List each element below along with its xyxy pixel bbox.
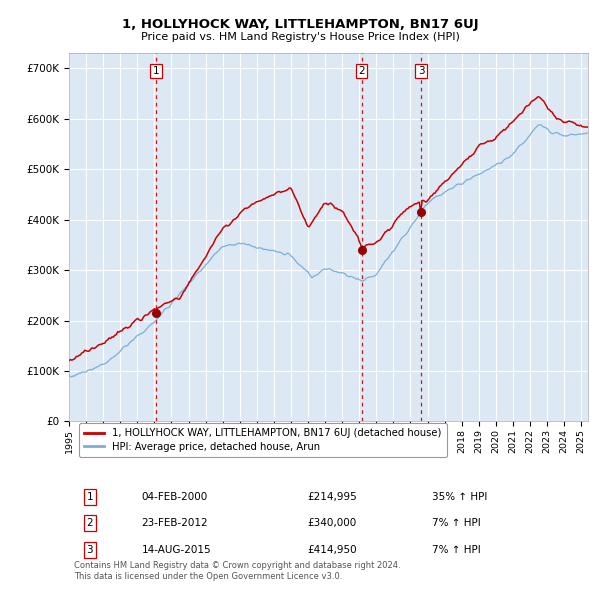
Text: £214,995: £214,995 [308,491,358,502]
Text: 2: 2 [86,519,93,528]
Text: 7% ↑ HPI: 7% ↑ HPI [432,519,481,528]
Legend: 1, HOLLYHOCK WAY, LITTLEHAMPTON, BN17 6UJ (detached house), HPI: Average price, : 1, HOLLYHOCK WAY, LITTLEHAMPTON, BN17 6U… [79,423,446,457]
Text: 35% ↑ HPI: 35% ↑ HPI [432,491,488,502]
Text: 1: 1 [152,66,159,76]
Text: 14-AUG-2015: 14-AUG-2015 [142,545,211,555]
Text: 2: 2 [358,66,365,76]
Text: £414,950: £414,950 [308,545,358,555]
Text: £340,000: £340,000 [308,519,357,528]
Text: 1, HOLLYHOCK WAY, LITTLEHAMPTON, BN17 6UJ: 1, HOLLYHOCK WAY, LITTLEHAMPTON, BN17 6U… [122,18,478,31]
Text: 3: 3 [418,66,424,76]
Text: 04-FEB-2000: 04-FEB-2000 [142,491,208,502]
Text: 23-FEB-2012: 23-FEB-2012 [142,519,208,528]
Text: 7% ↑ HPI: 7% ↑ HPI [432,545,481,555]
Text: Price paid vs. HM Land Registry's House Price Index (HPI): Price paid vs. HM Land Registry's House … [140,32,460,42]
Text: 1: 1 [86,491,93,502]
Text: This data is licensed under the Open Government Licence v3.0.: This data is licensed under the Open Gov… [74,572,343,581]
Text: Contains HM Land Registry data © Crown copyright and database right 2024.: Contains HM Land Registry data © Crown c… [74,561,401,570]
Text: 3: 3 [86,545,93,555]
